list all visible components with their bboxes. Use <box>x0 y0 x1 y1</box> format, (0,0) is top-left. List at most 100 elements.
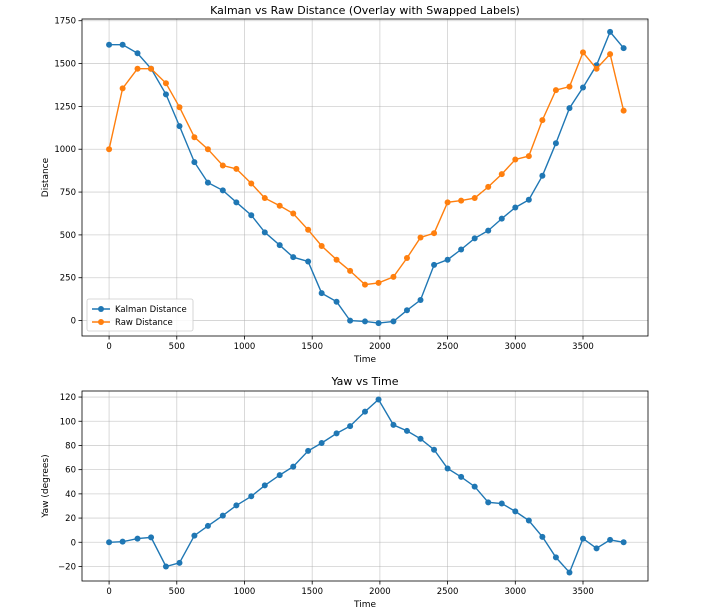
raw-distance-point <box>347 267 354 274</box>
kalman-distance-point <box>176 123 183 130</box>
raw-distance-point <box>444 199 451 206</box>
kalman-distance-point <box>403 307 410 314</box>
kalman-distance-point <box>375 320 382 327</box>
kalman-distance-point <box>444 256 451 263</box>
raw-distance-point <box>305 226 312 233</box>
raw-distance-point <box>233 165 240 172</box>
y-tick-label: 1250 <box>54 102 76 112</box>
kalman-distance-point <box>248 212 255 219</box>
raw-distance-point <box>620 107 627 114</box>
kalman-distance-point <box>552 140 559 147</box>
kalman-distance-point <box>162 91 169 98</box>
kalman-distance-point <box>318 290 325 297</box>
yaw-point <box>607 536 614 543</box>
kalman-distance-point <box>347 317 354 324</box>
kalman-distance-point <box>458 246 465 253</box>
yaw-point <box>580 535 587 542</box>
y-tick-label: 750 <box>60 188 76 198</box>
x-tick-label: 3000 <box>504 342 526 352</box>
kalman-distance-point <box>566 105 573 112</box>
kalman-distance-point <box>261 229 268 236</box>
y-tick-label: 100 <box>60 417 76 427</box>
x-tick-label: 2500 <box>437 587 459 597</box>
yaw-series-line <box>109 398 624 574</box>
raw-distance-point <box>580 49 587 56</box>
raw-distance-point <box>431 230 438 237</box>
x-tick-label: 3500 <box>572 342 594 352</box>
yaw-point <box>552 554 559 561</box>
yaw-point <box>458 473 465 480</box>
distance-chart: 0 500 1000 1500 2000 2500 3000 3500 0 250 500 750 10… <box>41 4 649 365</box>
yaw-point <box>525 517 532 524</box>
kalman-distance-point <box>191 159 198 166</box>
kalman-distance-point <box>276 242 283 249</box>
yaw-point <box>375 396 382 403</box>
raw-distance-point <box>552 87 559 94</box>
x-tick-label: 2000 <box>369 342 391 352</box>
x-tick-label: 1000 <box>234 587 256 597</box>
y-tick-label: 80 <box>65 441 76 451</box>
yaw-point <box>512 508 519 515</box>
yaw-point <box>485 499 492 506</box>
raw-distance-point <box>276 202 283 209</box>
kalman-distance-point <box>233 199 240 206</box>
y-tick-label: 40 <box>65 490 76 500</box>
yaw-point <box>261 482 268 489</box>
chart-title: Kalman vs Raw Distance (Overlay with Swa… <box>210 4 520 17</box>
kalman-distance-point <box>134 50 141 57</box>
raw-distance-point <box>191 134 198 141</box>
yaw-point <box>119 538 126 545</box>
y-axis-label: Distance <box>41 157 51 197</box>
raw-distance-point <box>106 146 113 153</box>
yaw-point <box>290 463 297 470</box>
legend-box <box>86 298 194 332</box>
raw-distance-point <box>498 171 505 178</box>
yaw-point <box>233 502 240 509</box>
kalman-distance-point <box>290 254 297 261</box>
yaw-point <box>333 430 340 437</box>
yaw-point <box>498 500 505 507</box>
x-tick-label: 3500 <box>572 587 594 597</box>
legend-marker <box>98 319 104 325</box>
kalman-distance-point <box>485 227 492 234</box>
y-tick-label: 1000 <box>54 145 76 155</box>
kalman-distance-point <box>390 318 397 325</box>
raw-distance-point <box>607 51 614 58</box>
kalman-distance-point <box>525 196 532 203</box>
raw-distance-point <box>134 65 141 72</box>
raw-distance-point <box>485 183 492 190</box>
yaw-point <box>204 522 211 529</box>
yaw-point <box>248 493 255 500</box>
kalman-distance-point <box>471 235 478 242</box>
yaw-point <box>134 535 141 542</box>
kalman-distance-point <box>204 179 211 186</box>
legend-label: Raw Distance <box>115 318 173 328</box>
raw-distance-point <box>248 180 255 187</box>
yaw-point <box>347 423 354 430</box>
kalman-distance-point <box>539 172 546 179</box>
yaw-point <box>318 440 325 447</box>
raw-distance-point <box>471 195 478 202</box>
kalman-distance-point <box>431 261 438 268</box>
raw-distance-point <box>390 273 397 280</box>
yaw-point <box>162 563 169 570</box>
y-tick-label: 0 <box>71 317 76 327</box>
yaw-point <box>566 569 573 576</box>
y-tick-label: 120 <box>60 393 76 403</box>
x-tick-label: 1000 <box>234 342 256 352</box>
raw-distance-point <box>162 80 169 87</box>
raw-distance-point <box>261 195 268 202</box>
kalman-distance-point <box>620 45 627 52</box>
raw-distance-point <box>204 146 211 153</box>
kalman-distance-point <box>512 204 519 211</box>
legend-marker <box>98 306 104 312</box>
raw-distance-point <box>539 117 546 124</box>
raw-distance-point <box>375 279 382 286</box>
yaw-point <box>305 447 312 454</box>
y-tick-label: 1750 <box>54 17 76 27</box>
kalman-distance-series-line <box>109 30 625 324</box>
x-tick-label: 0 <box>106 587 111 597</box>
chart-title: Yaw vs Time <box>330 375 398 388</box>
yaw-chart: 0 500 1000 1500 2000 2500 3000 3500 −20 0 20 40 60 80… <box>41 375 649 610</box>
